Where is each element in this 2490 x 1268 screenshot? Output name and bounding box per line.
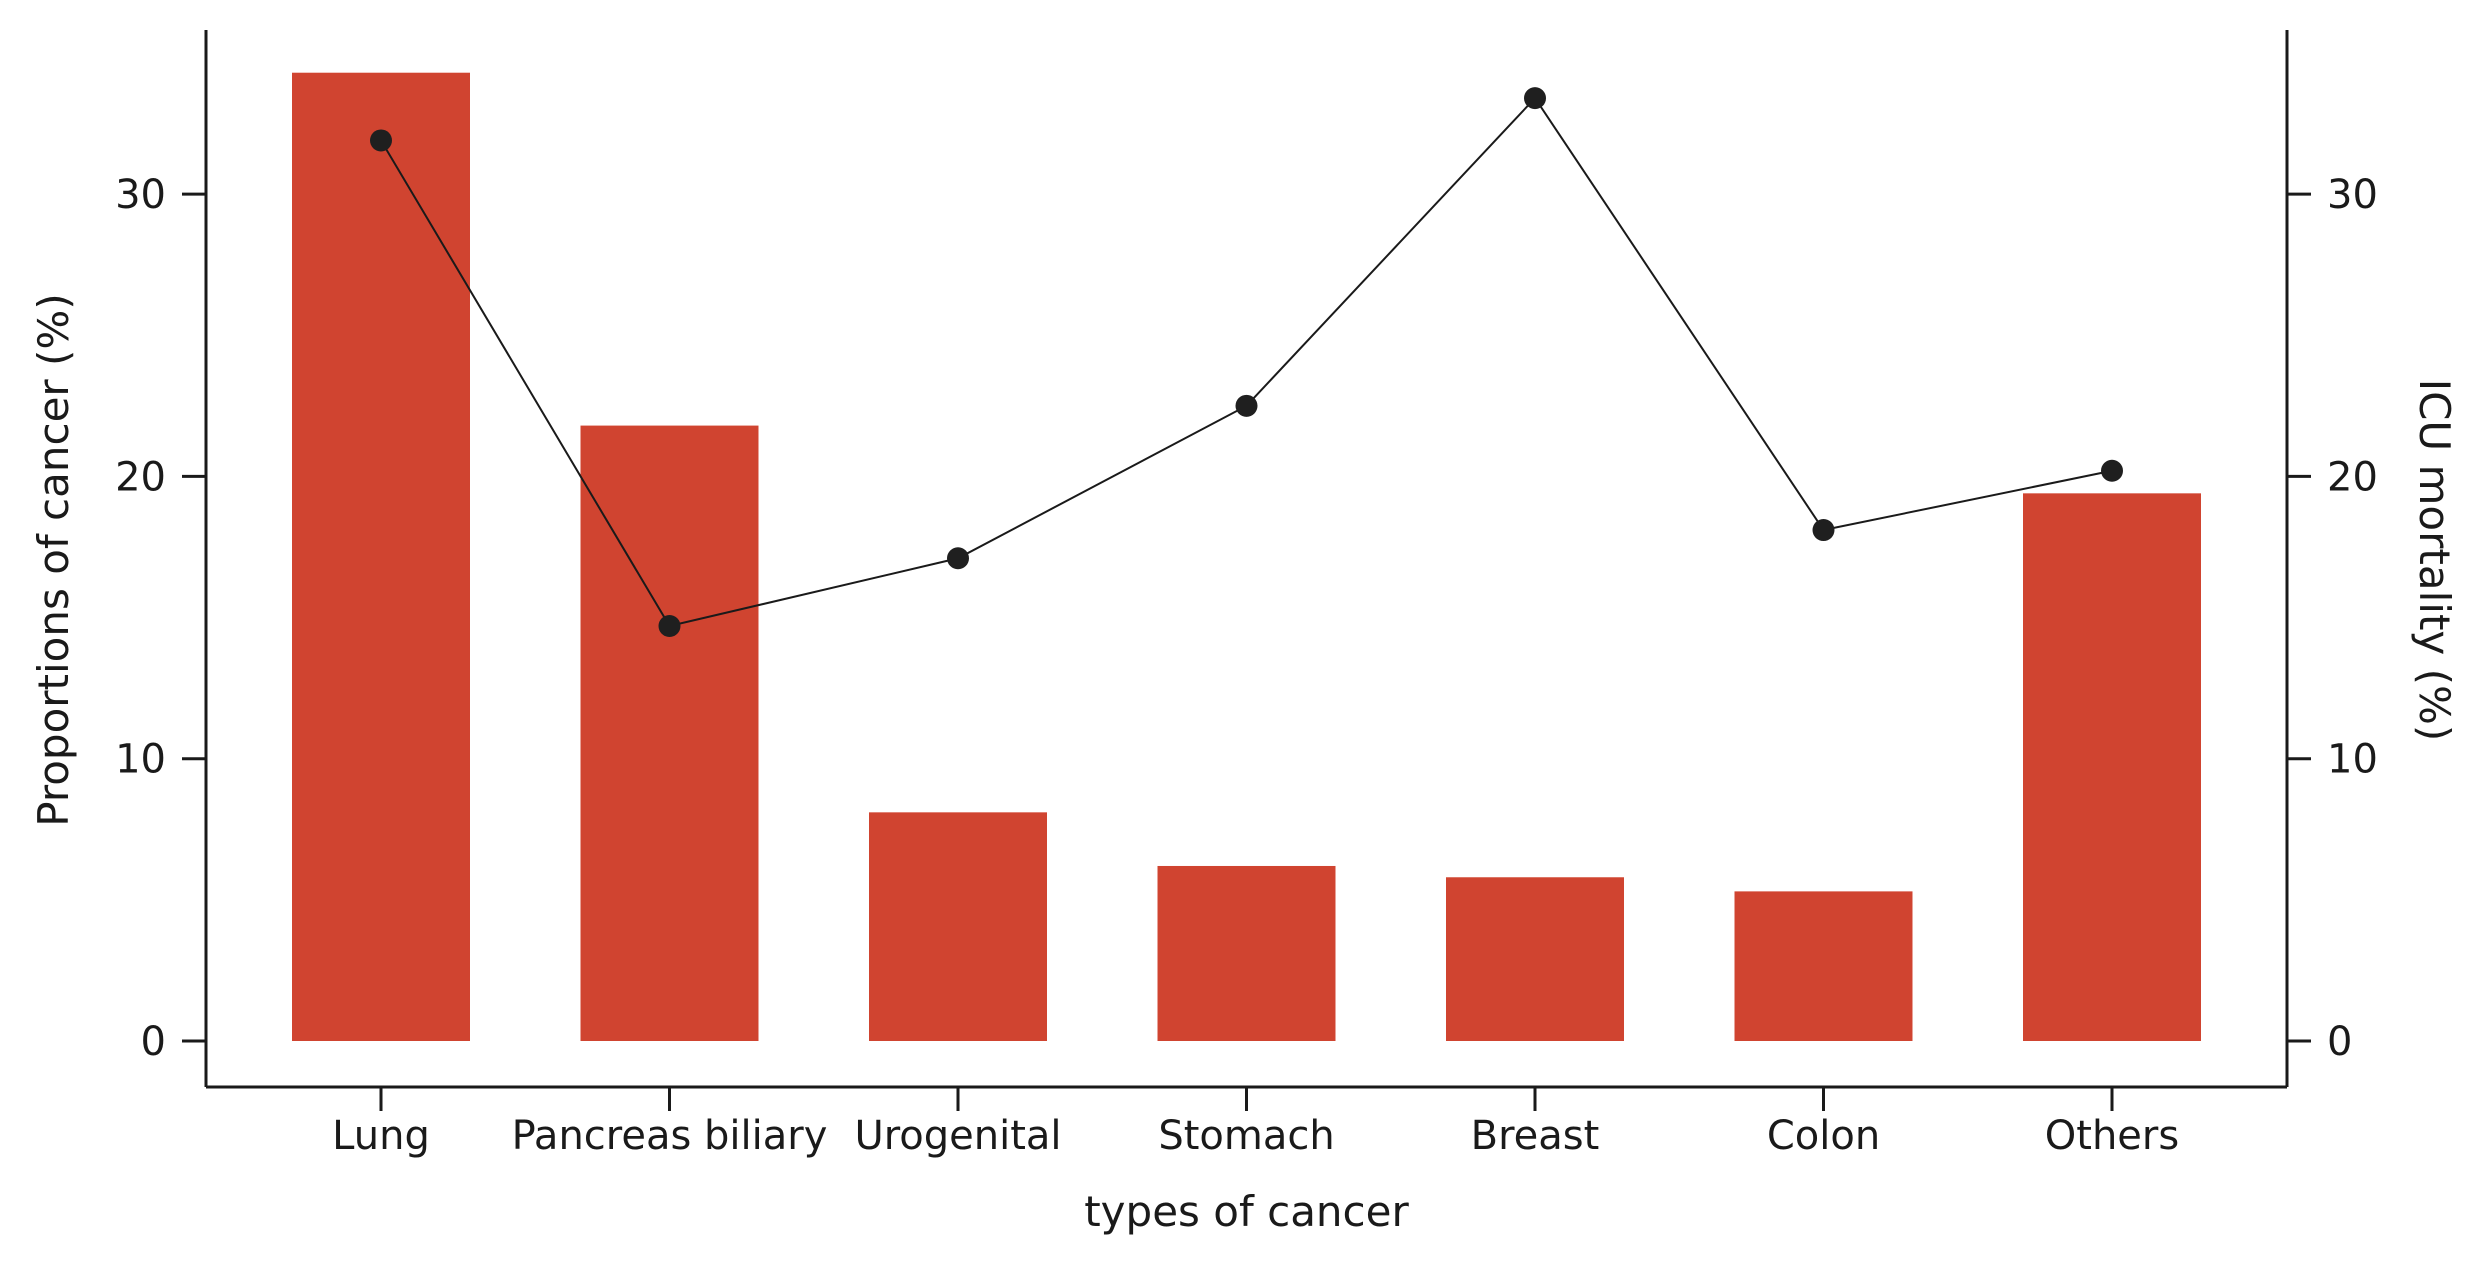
bar-lung bbox=[292, 72, 470, 1041]
bar-colon bbox=[1734, 891, 1913, 1041]
left-tick-label-30: 30 bbox=[115, 172, 166, 218]
bar-pancreas-biliary bbox=[580, 425, 759, 1041]
mortality-point-breast bbox=[1524, 87, 1546, 110]
x-tick-label-others: Others bbox=[2045, 1113, 2179, 1159]
y2-axis-title: ICU mortality (%) bbox=[2410, 379, 2459, 742]
mortality-point-urogenital bbox=[947, 547, 969, 570]
left-tick-label-20: 20 bbox=[115, 454, 166, 500]
right-tick-label-20: 20 bbox=[2327, 454, 2378, 500]
axes-layer bbox=[182, 30, 2311, 1111]
x-tick-label-stomach: Stomach bbox=[1158, 1113, 1334, 1159]
x-tick-label-lung: Lung bbox=[332, 1113, 430, 1159]
mortality-point-pancreas-biliary bbox=[658, 615, 681, 638]
right-tick-label-0: 0 bbox=[2327, 1019, 2352, 1065]
x-tick-label-urogenital: Urogenital bbox=[854, 1113, 1061, 1159]
mortality-point-lung bbox=[370, 129, 392, 152]
mortality-line-layer bbox=[370, 87, 2123, 638]
right-tick-label-30: 30 bbox=[2327, 172, 2378, 218]
bar-urogenital bbox=[869, 812, 1047, 1041]
x-tick-label-breast: Breast bbox=[1471, 1113, 1600, 1159]
left-tick-label-10: 10 bbox=[115, 737, 166, 783]
left-tick-label-0: 0 bbox=[141, 1019, 166, 1065]
mortality-point-others bbox=[2101, 459, 2123, 482]
bar-breast bbox=[1446, 877, 1624, 1041]
mortality-point-colon bbox=[1812, 519, 1835, 542]
right-tick-label-10: 10 bbox=[2327, 737, 2378, 783]
labels-layer: 0 10 20 30 0 10 20 30 Lung Pancreas biliary Urogen… bbox=[115, 172, 2378, 1159]
x-axis-title: types of cancer bbox=[1084, 1187, 1409, 1236]
bar-stomach bbox=[1157, 865, 1336, 1041]
mortality-point-stomach bbox=[1235, 394, 1258, 417]
x-tick-label-pancreas-biliary: Pancreas biliary bbox=[512, 1113, 828, 1159]
bars-layer bbox=[292, 72, 2201, 1041]
bar-others bbox=[2023, 493, 2201, 1041]
x-tick-label-colon: Colon bbox=[1767, 1113, 1880, 1159]
y-axis-title: Proportions of cancer (%) bbox=[29, 293, 78, 826]
